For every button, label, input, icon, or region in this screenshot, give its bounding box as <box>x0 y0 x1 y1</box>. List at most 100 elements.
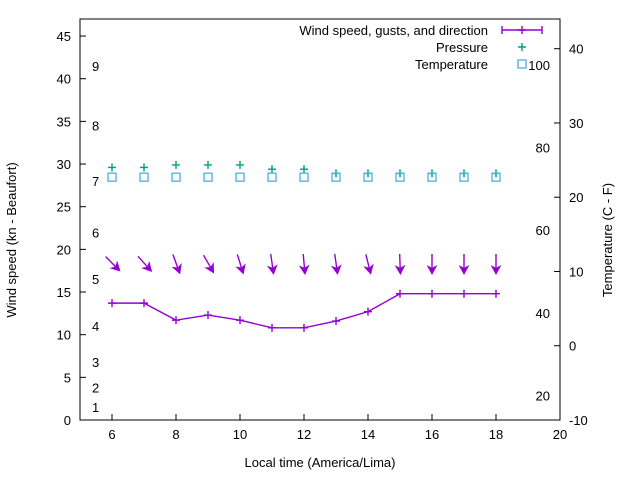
wind-speed-marker <box>428 289 436 298</box>
y-tick-label: 35 <box>57 114 71 129</box>
temperature-marker <box>459 172 469 182</box>
pressure-marker <box>236 160 244 169</box>
fahrenheit-label: 40 <box>536 306 550 321</box>
pressure-marker <box>140 163 148 172</box>
temperature-marker <box>139 172 149 182</box>
y-axis-title: Wind speed (kn - Beaufort) <box>4 162 19 317</box>
beaufort-label: 2 <box>92 381 99 396</box>
x-tick-label: 6 <box>108 427 115 442</box>
wind-direction-arrow <box>394 253 406 276</box>
x-tick-label: 14 <box>361 427 375 442</box>
wind-direction-arrow <box>490 254 502 276</box>
legend-label: Wind speed, gusts, and direction <box>299 23 488 38</box>
wind-direction-arrow <box>171 254 182 275</box>
y-tick-label: 0 <box>64 413 71 428</box>
x-tick-label: 16 <box>425 427 439 442</box>
y2-tick-label: 40 <box>569 42 583 57</box>
pressure-marker <box>108 163 116 172</box>
fahrenheit-label: 80 <box>536 140 550 155</box>
fahrenheit-label: 60 <box>536 223 550 238</box>
fahrenheit-label: 100 <box>528 58 550 73</box>
wind-speed-marker <box>140 299 148 308</box>
temperature-marker <box>299 172 309 182</box>
legend-label: Pressure <box>436 40 488 55</box>
series-wind-direction-arrows <box>105 253 502 276</box>
series-wind-speed <box>108 289 500 332</box>
temperature-marker <box>203 172 213 182</box>
y-tick-label: 20 <box>57 242 71 257</box>
fahrenheit-label: 20 <box>536 388 550 403</box>
plot-frame <box>79 18 561 421</box>
temperature-marker <box>427 172 437 182</box>
wind-direction-arrow <box>298 253 310 276</box>
x-tick-label: 12 <box>297 427 311 442</box>
wind-speed-marker <box>300 323 308 332</box>
pressure-marker <box>204 160 212 169</box>
beaufort-label: 6 <box>92 225 99 240</box>
x-axis-title: Local time (America/Lima) <box>245 455 396 470</box>
y2-axis-fahrenheit-ticks: 20 40 60 80 100 <box>528 58 550 403</box>
wind-direction-arrow <box>363 254 374 275</box>
y-tick-label: 30 <box>57 157 71 172</box>
legend-marker <box>501 26 543 34</box>
y-tick-label: 15 <box>57 285 71 300</box>
pressure-marker <box>300 165 308 174</box>
y-tick-label: 25 <box>57 200 71 215</box>
temperature-marker <box>491 172 501 182</box>
y-tick-label: 40 <box>57 72 71 87</box>
y2-axis-title: Temperature (C - F) <box>600 183 615 297</box>
pressure-marker <box>172 160 180 169</box>
wind-direction-arrow <box>202 254 215 274</box>
wind-direction-arrow <box>458 254 470 276</box>
wind-speed-marker <box>364 307 372 316</box>
y-axis-ticks: 0 5 10 15 20 25 30 35 40 45 <box>57 29 86 428</box>
y-tick-label: 10 <box>57 328 71 343</box>
y2-tick-label: 0 <box>569 339 576 354</box>
legend-label: Temperature <box>415 57 488 72</box>
wind-speed-marker <box>108 299 116 308</box>
wind-direction-arrow <box>137 255 153 272</box>
chart-legend: Wind speed, gusts, and direction Pressure… <box>299 23 543 72</box>
temperature-marker <box>235 172 245 182</box>
beaufort-label: 9 <box>92 59 99 74</box>
temperature-marker <box>331 172 341 182</box>
x-tick-label: 10 <box>233 427 247 442</box>
temperature-marker <box>171 172 181 182</box>
legend-marker <box>517 59 527 69</box>
y2-tick-label: 20 <box>569 190 583 205</box>
pressure-marker <box>268 165 276 174</box>
y-tick-label: 45 <box>57 29 71 44</box>
beaufort-label: 1 <box>92 400 99 415</box>
wind-direction-arrow <box>105 256 121 272</box>
temperature-marker <box>363 172 373 182</box>
beaufort-label: 4 <box>92 319 99 334</box>
y2-tick-label: 30 <box>569 116 583 131</box>
x-axis-ticks: 6 8 10 12 14 16 18 20 <box>108 414 567 442</box>
temperature-marker <box>267 172 277 182</box>
beaufort-label: 5 <box>92 272 99 287</box>
wind-speed-marker <box>268 323 276 332</box>
beaufort-label: 8 <box>92 119 99 134</box>
y-axis-beaufort-ticks: 1 2 3 4 5 6 7 8 9 <box>92 59 99 415</box>
wind-speed-marker <box>236 316 244 325</box>
wind-speed-marker <box>172 316 180 325</box>
wind-direction-arrow <box>266 253 278 275</box>
x-tick-label: 18 <box>489 427 503 442</box>
wind-speed-marker <box>460 289 468 298</box>
legend-marker <box>518 43 526 51</box>
temperature-marker <box>107 172 117 182</box>
wind-speed-marker <box>396 289 404 298</box>
y2-tick-label: -10 <box>569 413 588 428</box>
y2-axis-ticks: -10 0 10 20 30 40 <box>554 42 588 428</box>
wind-speed-marker <box>332 317 340 326</box>
x-tick-label: 20 <box>553 427 567 442</box>
y-tick-label: 5 <box>64 370 71 385</box>
temperature-marker <box>395 172 405 182</box>
beaufort-label: 3 <box>92 355 99 370</box>
wind-direction-arrow <box>330 253 342 275</box>
wind-speed-marker <box>204 311 212 320</box>
beaufort-label: 7 <box>92 174 99 189</box>
